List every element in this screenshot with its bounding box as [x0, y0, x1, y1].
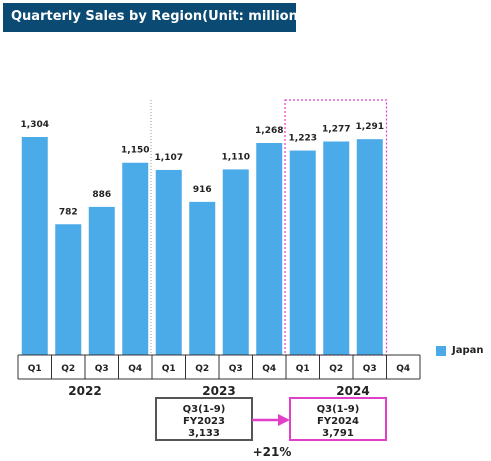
- bar-5: [189, 201, 216, 355]
- bar-value-label-4: 1,107: [155, 153, 183, 163]
- x-tick-label-0: Q1: [28, 364, 42, 374]
- fy2024-highlight-box: [284, 99, 388, 356]
- bar-value-label-6: 1,110: [222, 152, 250, 162]
- legend-label-japan: Japan: [452, 345, 484, 356]
- comparison-arrow-head: [278, 414, 290, 426]
- chart-title: Quarterly Sales by Region(Unit: million …: [11, 9, 335, 24]
- comparison-box-fy2023: [155, 397, 253, 441]
- growth-rate-label: +21%: [253, 445, 292, 459]
- comparison-box-fy2024-line3: 3,791: [322, 428, 354, 439]
- x-tick-label-10: Q3: [363, 364, 377, 374]
- year-label-2022: 2022: [68, 384, 101, 398]
- x-tick-label-6: Q3: [229, 364, 243, 374]
- comparison-box-fy2024-line2: FY2024: [317, 416, 359, 427]
- bar-6: [222, 169, 249, 355]
- bar-3: [122, 162, 149, 355]
- bar-9: [323, 141, 350, 355]
- year-label-2024: 2024: [336, 384, 369, 398]
- legend: Japan: [436, 345, 484, 356]
- x-tick-label-8: Q1: [296, 364, 310, 374]
- bar-value-label-2: 886: [92, 190, 111, 200]
- comparison-box-fy2023-line2: FY2023: [183, 416, 225, 427]
- x-tick-label-4: Q1: [162, 364, 176, 374]
- bar-value-label-0: 1,304: [21, 120, 49, 130]
- bar-2: [88, 206, 115, 355]
- bar-7: [256, 143, 283, 355]
- x-tick-label-11: Q4: [396, 364, 410, 374]
- bar-value-label-5: 916: [193, 185, 212, 195]
- bar-value-label-1: 782: [59, 207, 78, 217]
- comparison-box-fy2023-line1: Q3(1-9): [183, 404, 226, 415]
- bar-value-label-7: 1,268: [255, 126, 283, 136]
- x-tick-label-7: Q4: [262, 364, 276, 374]
- comparison-box-fy2024: [289, 397, 387, 441]
- bar-value-label-10: 1,291: [356, 122, 384, 132]
- x-tick-label-2: Q3: [95, 364, 109, 374]
- bar-0: [21, 137, 48, 355]
- bar-value-label-9: 1,277: [322, 125, 350, 135]
- chart-title-bar: Quarterly Sales by Region(Unit: million …: [3, 3, 335, 32]
- year-label-2023: 2023: [202, 384, 235, 398]
- legend-swatch-japan: [436, 345, 446, 356]
- x-tick-label-1: Q2: [61, 364, 75, 374]
- comparison-box-fy2024-line1: Q3(1-9): [317, 404, 360, 415]
- x-tick-label-3: Q4: [128, 364, 142, 374]
- bar-value-label-8: 1,223: [289, 134, 317, 144]
- x-tick-label-5: Q2: [195, 364, 209, 374]
- bar-value-label-3: 1,150: [121, 146, 149, 156]
- comparison-box-fy2023-line3: 3,133: [188, 428, 220, 439]
- bar-8: [289, 150, 316, 355]
- bar-1: [55, 224, 82, 355]
- bar-4: [155, 169, 182, 355]
- x-tick-label-9: Q2: [329, 364, 343, 374]
- bar-10: [356, 139, 383, 355]
